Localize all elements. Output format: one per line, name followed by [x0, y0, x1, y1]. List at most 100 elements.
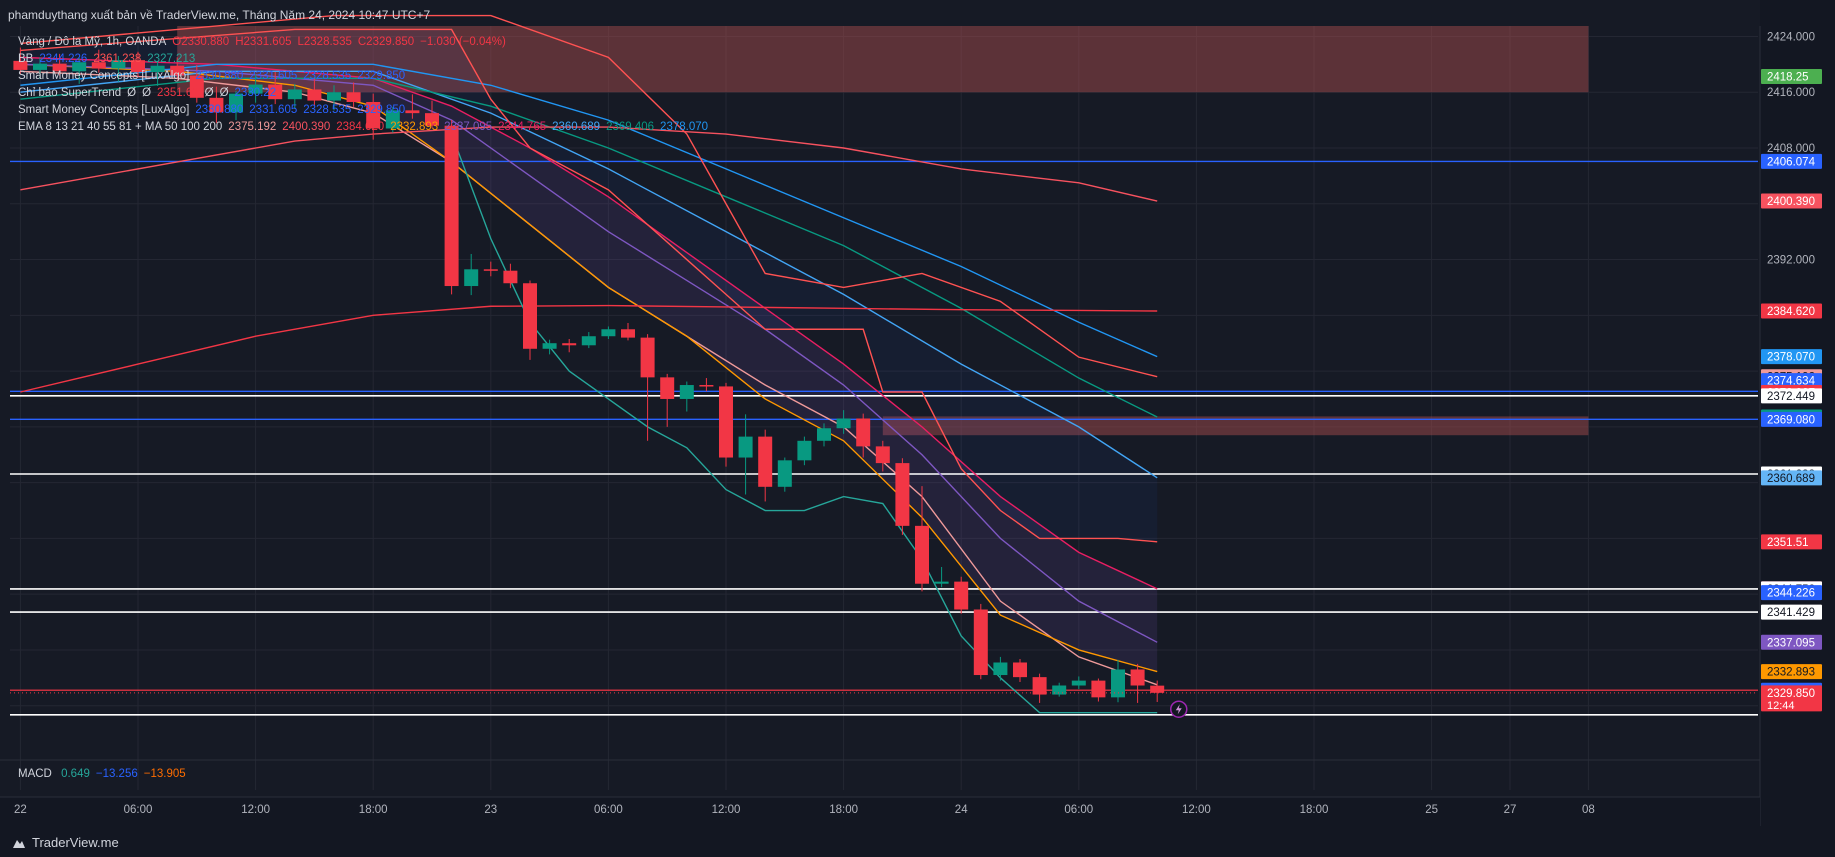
- price-label: 2341.429: [1767, 607, 1815, 619]
- candle-body: [150, 65, 165, 73]
- legend-value: 2384.620: [336, 121, 385, 133]
- legend-label: Smart Money Concepts [LuxAlgo]: [18, 70, 190, 82]
- legend-label: Chỉ báo SuperTrend: [18, 87, 122, 99]
- price-label-box: [1761, 470, 1822, 486]
- legend-value: 2375.192: [228, 121, 277, 133]
- candle-body: [444, 125, 459, 287]
- indicator-legend: Vàng / Đô la Mỹ, 1h, OANDA O2330.880 H2331…: [18, 34, 714, 136]
- price-label-box: [1761, 303, 1822, 319]
- candle-body: [13, 60, 28, 70]
- x-tick-label: 18:00: [829, 804, 858, 816]
- price-label: 2378.070: [1767, 352, 1815, 364]
- legend-value: Ø: [204, 87, 214, 99]
- price-label-box: [1761, 69, 1822, 85]
- price-chart[interactable]: 2424.000 2416.000 2408.000 2392.000 2418.25 2…: [0, 0, 1835, 826]
- price-label-box: [1761, 634, 1822, 650]
- price-label: 2337.095: [1767, 637, 1815, 649]
- price-label: 2374.634: [1767, 376, 1816, 388]
- chart-header: phamduythang xuất bản về TraderView.me, …: [0, 0, 1835, 26]
- legend-row[interactable]: Smart Money Concepts [LuxAlgo] 2330.880 23…: [18, 102, 714, 119]
- x-tick-label: 23: [484, 804, 497, 816]
- price-label-box: [1761, 373, 1822, 389]
- price-label: 2418.25: [1767, 72, 1809, 84]
- legend-value: 2328.535: [303, 70, 352, 82]
- candle-body: [719, 386, 733, 458]
- candle-body: [895, 463, 910, 526]
- candle-body: [640, 337, 655, 378]
- candle-body: [307, 89, 322, 101]
- supply-zone: [177, 26, 1589, 93]
- price-label: 2360.689: [1767, 473, 1815, 485]
- price-label-box: [1761, 388, 1822, 404]
- legend-value: 2329.850: [357, 104, 406, 116]
- x-tick-label: 08: [1582, 804, 1595, 816]
- x-tick-label: 24: [955, 804, 968, 816]
- legend-value: H2331.605: [235, 36, 292, 48]
- x-tick-label: 22: [14, 804, 27, 816]
- candle-body: [503, 270, 518, 284]
- price-label: 2332.893: [1767, 667, 1815, 679]
- price-label-box: [1761, 604, 1822, 620]
- legend-label: EMA 8 13 21 40 55 81 + MA 50 100 200: [18, 121, 223, 133]
- legend-row[interactable]: EMA 8 13 21 40 55 81 + MA 50 100 200 2375…: [18, 119, 714, 136]
- legend-row[interactable]: Smart Money Concepts [LuxAlgo] 2330.880 23…: [18, 68, 714, 85]
- candle-body: [1111, 669, 1125, 698]
- candle-body: [875, 446, 890, 464]
- legend-value: 2400.390: [282, 121, 331, 133]
- y-tick-label: 2424.000: [1767, 31, 1815, 43]
- x-tick-label: 12:00: [1182, 804, 1211, 816]
- price-label-box: [1761, 534, 1822, 550]
- candle-body: [52, 63, 67, 72]
- candle-body: [1013, 662, 1027, 678]
- candle-body: [72, 62, 87, 72]
- price-label-box: [1761, 685, 1822, 712]
- candle-body: [660, 377, 675, 399]
- y-tick-label: 2392.000: [1767, 255, 1815, 267]
- legend-row[interactable]: Chỉ báo SuperTrend Ø Ø 2351.61 Ø Ø 2330.22: [18, 85, 714, 102]
- candle-body: [1091, 680, 1106, 698]
- indicator-line: [20, 63, 1158, 358]
- indicator-line: [20, 63, 1158, 643]
- lightning-icon: [1175, 704, 1182, 715]
- candle-body: [699, 385, 714, 387]
- legend-value: 2369.406: [606, 121, 655, 133]
- candle-body: [738, 436, 753, 458]
- candle-body: [542, 343, 557, 349]
- price-label-box: [1761, 585, 1822, 601]
- candle-body: [1130, 669, 1145, 686]
- candle-body: [464, 269, 479, 287]
- legend-value: 2337.095: [444, 121, 493, 133]
- macd-legend: MACD 0.649 −13.256 −13.905: [18, 768, 192, 780]
- y-tick-label: 2408.000: [1767, 143, 1815, 155]
- x-tick-label: 12:00: [712, 804, 741, 816]
- candle-body: [817, 428, 831, 441]
- candle-body: [229, 93, 243, 113]
- candle-body: [189, 75, 204, 98]
- legend-value: 2331.605: [249, 70, 298, 82]
- candle-body: [777, 460, 792, 487]
- candle-body: [287, 89, 302, 100]
- legend-row[interactable]: BB 2344.226 2361.238 2327.213: [18, 51, 714, 68]
- candle-body: [1032, 677, 1047, 695]
- candle-body: [327, 92, 341, 101]
- indicator-line: [20, 70, 1158, 479]
- legend-row[interactable]: Vàng / Đô la Mỹ, 1h, OANDA O2330.880 H2331…: [18, 34, 714, 51]
- chart-background: [0, 0, 1835, 826]
- candle-body: [934, 581, 949, 584]
- supply-zone: [882, 416, 1589, 436]
- x-tick-label: 18:00: [359, 804, 388, 816]
- x-tick-label: 18:00: [1300, 804, 1329, 816]
- brand-name: TraderView.me: [32, 835, 119, 850]
- candle-body: [33, 63, 47, 70]
- x-tick-label: 06:00: [124, 804, 153, 816]
- legend-value: Ø: [127, 87, 137, 99]
- eye-logo-icon: [13, 840, 25, 848]
- candle-body: [836, 418, 851, 429]
- legend-value: 2330.880: [195, 104, 244, 116]
- candle-body: [954, 581, 969, 610]
- legend-value: O2330.880: [172, 36, 230, 48]
- candle-body: [346, 92, 361, 102]
- candle-body: [758, 436, 773, 487]
- price-label: 2329.850: [1767, 688, 1815, 700]
- ema-ribbon-fill: [20, 57, 1158, 672]
